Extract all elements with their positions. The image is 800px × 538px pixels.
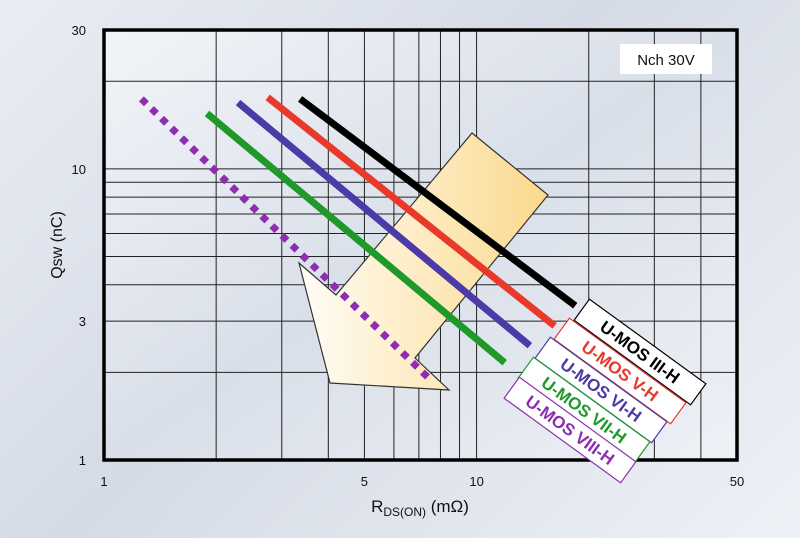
- series-line-u-mos-vi-h: [235, 99, 533, 349]
- x-tick-label: 10: [469, 474, 483, 489]
- y-tick-label: 30: [72, 23, 86, 38]
- x-tick-label: 50: [730, 474, 744, 489]
- series-line-u-mos-viii-h: [138, 96, 435, 385]
- plot-border: [102, 28, 739, 462]
- y-tick-label: 10: [72, 162, 86, 177]
- series-line-u-mos-v-h: [265, 94, 557, 329]
- series-line-u-mos-iii-h: [297, 96, 578, 309]
- x-tick-label: 1: [100, 474, 107, 489]
- series-line-u-mos-vii-h: [204, 110, 507, 366]
- y-axis-label: Qsw (nC): [49, 211, 66, 279]
- x-axis-label: RDS(ON) (mΩ): [371, 497, 469, 519]
- y-tick-label: 3: [79, 314, 86, 329]
- annotation-box: Nch 30V: [620, 44, 712, 74]
- x-tick-label: 5: [361, 474, 368, 489]
- y-tick-label: 1: [79, 453, 86, 468]
- annotation-text: Nch 30V: [637, 52, 695, 69]
